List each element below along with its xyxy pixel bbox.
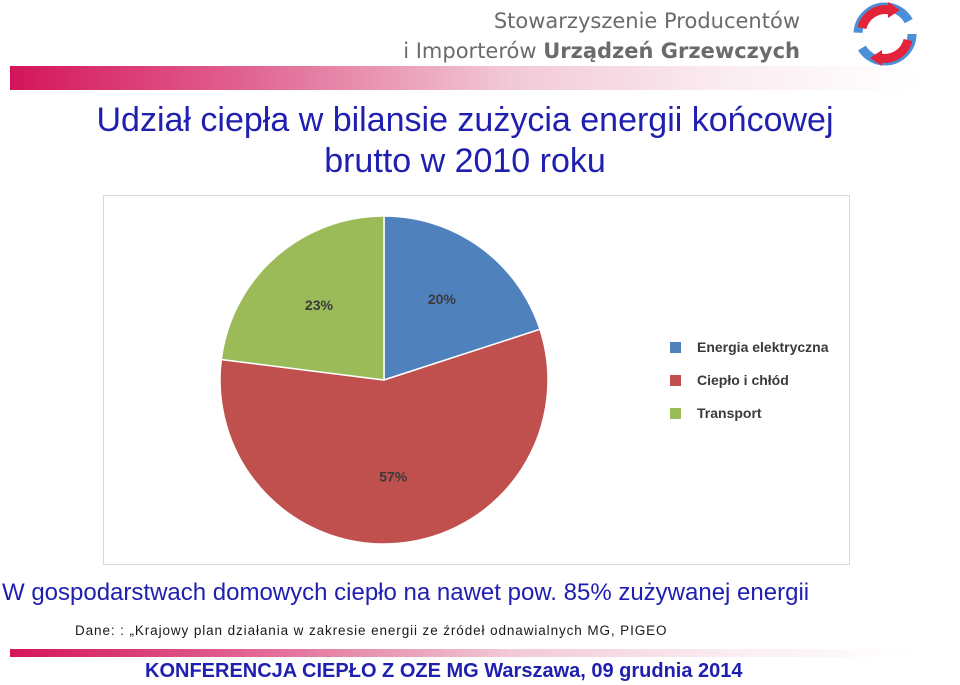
pie-slice-2 (219, 328, 549, 545)
organization-name: Stowarzyszenie Producentów i Importerów … (380, 6, 800, 66)
pie-slices (219, 215, 549, 545)
org-name-line2-bold: Urządzeń Grzewczych (543, 39, 800, 63)
pie-slice-label-2: 57% (379, 469, 408, 485)
pie-slice-labels: 20% 57% 23% (305, 291, 456, 485)
pie-slice-label-3: 23% (305, 297, 334, 313)
legend-label-2: Ciepło i chłód (697, 372, 789, 388)
chart-legend: Energia elektryczna Ciepło i chłód Transpo… (670, 339, 829, 421)
legend-swatch-2 (670, 375, 681, 386)
pie-slice-3 (220, 215, 385, 381)
pie-chart: 20% 57% 23% Energia elektryczna Ciepło i ch… (103, 195, 850, 565)
recycling-arrows-icon (853, 2, 917, 66)
legend-label-3: Transport (697, 405, 762, 421)
slide-subtitle: W gospodarstwach domowych ciepło na nawe… (2, 579, 810, 606)
org-name-line2: i Importerów Urządzeń Grzewczych (380, 36, 800, 66)
org-name-line2-prefix: i Importerów (403, 39, 544, 63)
legend-swatch-3 (670, 408, 681, 419)
conference-footer: KONFERENCJA CIEPŁO Z OZE MG Warszawa, 09… (145, 660, 743, 682)
pie-slice-1 (383, 215, 541, 382)
slide-title: Udział ciepła w bilansie zużycia energii… (0, 100, 930, 182)
data-source-note: Dane: : „Krajowy plan działania w zakres… (75, 623, 668, 638)
pie-chart-svg: 20% 57% 23% Energia elektryczna Ciepło i ch… (219, 215, 829, 545)
slide-title-line2: brutto w 2010 roku (324, 142, 606, 180)
org-name-line1: Stowarzyszenie Producentów (493, 9, 800, 33)
header-gradient-bar (10, 66, 920, 90)
footer-gradient-bar (10, 649, 920, 657)
legend-swatch-1 (670, 342, 681, 353)
pie-slice-label-1: 20% (428, 291, 457, 307)
legend-label-1: Energia elektryczna (697, 339, 829, 355)
slide-title-line1: Udział ciepła w bilansie zużycia energii… (96, 101, 834, 139)
